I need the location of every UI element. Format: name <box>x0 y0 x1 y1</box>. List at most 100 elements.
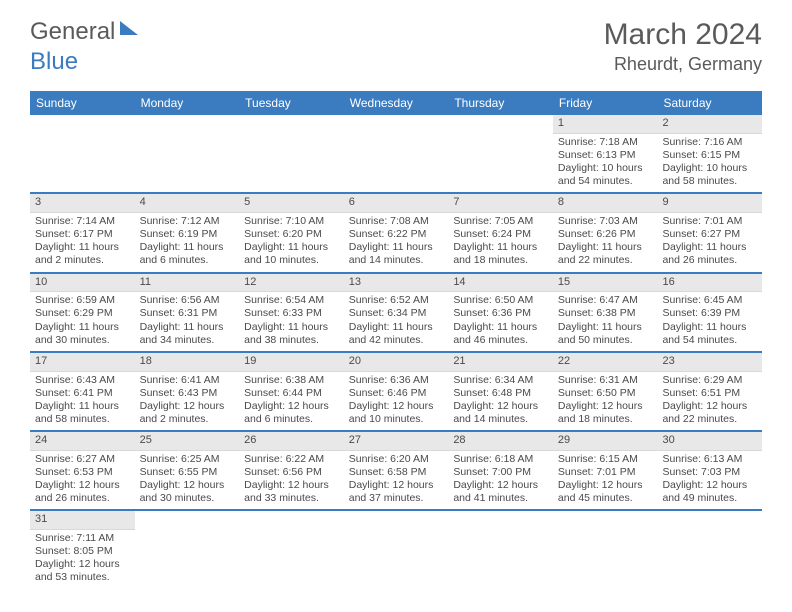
calendar-cell: 2Sunrise: 7:16 AMSunset: 6:15 PMDaylight… <box>657 115 762 192</box>
cell-content: Sunrise: 6:43 AMSunset: 6:41 PMDaylight:… <box>30 372 135 431</box>
sunrise-text: Sunrise: 6:41 AM <box>140 374 235 387</box>
calendar-cell-empty <box>344 115 449 192</box>
cell-content: Sunrise: 6:47 AMSunset: 6:38 PMDaylight:… <box>553 292 658 351</box>
sunset-text: Sunset: 6:36 PM <box>453 307 548 320</box>
day-header-monday: Monday <box>135 91 240 115</box>
calendar-cell: 24Sunrise: 6:27 AMSunset: 6:53 PMDayligh… <box>30 432 135 509</box>
day-header-wednesday: Wednesday <box>344 91 449 115</box>
day-number: 5 <box>239 194 344 213</box>
day-number: 12 <box>239 274 344 293</box>
sunrise-text: Sunrise: 6:47 AM <box>558 294 653 307</box>
sunrise-text: Sunrise: 6:50 AM <box>453 294 548 307</box>
calendar-cell: 22Sunrise: 6:31 AMSunset: 6:50 PMDayligh… <box>553 353 658 430</box>
daylight-text: Daylight: 12 hours and 18 minutes. <box>558 400 653 426</box>
day-number: 28 <box>448 432 553 451</box>
sunset-text: Sunset: 6:27 PM <box>662 228 757 241</box>
sunset-text: Sunset: 6:33 PM <box>244 307 339 320</box>
daylight-text: Daylight: 11 hours and 38 minutes. <box>244 321 339 347</box>
calendar-cell: 27Sunrise: 6:20 AMSunset: 6:58 PMDayligh… <box>344 432 449 509</box>
day-number: 24 <box>30 432 135 451</box>
sunrise-text: Sunrise: 6:20 AM <box>349 453 444 466</box>
daylight-text: Daylight: 11 hours and 14 minutes. <box>349 241 444 267</box>
sunrise-text: Sunrise: 7:08 AM <box>349 215 444 228</box>
sunset-text: Sunset: 6:39 PM <box>662 307 757 320</box>
sunset-text: Sunset: 6:34 PM <box>349 307 444 320</box>
day-number: 8 <box>553 194 658 213</box>
day-header-tuesday: Tuesday <box>239 91 344 115</box>
sunset-text: Sunset: 7:01 PM <box>558 466 653 479</box>
sunrise-text: Sunrise: 6:29 AM <box>662 374 757 387</box>
sunset-text: Sunset: 6:55 PM <box>140 466 235 479</box>
cell-content: Sunrise: 6:22 AMSunset: 6:56 PMDaylight:… <box>239 451 344 510</box>
day-header-sunday: Sunday <box>30 91 135 115</box>
sunset-text: Sunset: 6:50 PM <box>558 387 653 400</box>
sunset-text: Sunset: 7:03 PM <box>662 466 757 479</box>
day-number: 10 <box>30 274 135 293</box>
daylight-text: Daylight: 12 hours and 41 minutes. <box>453 479 548 505</box>
calendar-cell-empty <box>239 115 344 192</box>
day-number: 25 <box>135 432 240 451</box>
daylight-text: Daylight: 12 hours and 14 minutes. <box>453 400 548 426</box>
day-number: 3 <box>30 194 135 213</box>
sunset-text: Sunset: 6:26 PM <box>558 228 653 241</box>
cell-content: Sunrise: 6:34 AMSunset: 6:48 PMDaylight:… <box>448 372 553 431</box>
calendar-cell-empty <box>553 511 658 588</box>
sunset-text: Sunset: 6:17 PM <box>35 228 130 241</box>
day-number: 23 <box>657 353 762 372</box>
sunset-text: Sunset: 6:51 PM <box>662 387 757 400</box>
calendar-cell-empty <box>657 511 762 588</box>
daylight-text: Daylight: 12 hours and 37 minutes. <box>349 479 444 505</box>
cell-content: Sunrise: 7:11 AMSunset: 8:05 PMDaylight:… <box>30 530 135 589</box>
sunset-text: Sunset: 6:44 PM <box>244 387 339 400</box>
sunset-text: Sunset: 6:56 PM <box>244 466 339 479</box>
day-number: 15 <box>553 274 658 293</box>
daylight-text: Daylight: 11 hours and 50 minutes. <box>558 321 653 347</box>
daylight-text: Daylight: 12 hours and 30 minutes. <box>140 479 235 505</box>
sunrise-text: Sunrise: 7:10 AM <box>244 215 339 228</box>
day-number: 1 <box>553 115 658 134</box>
week-row: 10Sunrise: 6:59 AMSunset: 6:29 PMDayligh… <box>30 274 762 353</box>
calendar-cell: 26Sunrise: 6:22 AMSunset: 6:56 PMDayligh… <box>239 432 344 509</box>
daylight-text: Daylight: 12 hours and 45 minutes. <box>558 479 653 505</box>
day-number: 13 <box>344 274 449 293</box>
calendar-cell: 31Sunrise: 7:11 AMSunset: 8:05 PMDayligh… <box>30 511 135 588</box>
cell-content: Sunrise: 6:56 AMSunset: 6:31 PMDaylight:… <box>135 292 240 351</box>
calendar-cell: 18Sunrise: 6:41 AMSunset: 6:43 PMDayligh… <box>135 353 240 430</box>
cell-content: Sunrise: 6:45 AMSunset: 6:39 PMDaylight:… <box>657 292 762 351</box>
sunset-text: Sunset: 6:38 PM <box>558 307 653 320</box>
logo-text-1: General <box>30 18 115 46</box>
day-number: 26 <box>239 432 344 451</box>
header: General March 2024 Rheurdt, Germany <box>0 0 792 83</box>
daylight-text: Daylight: 11 hours and 34 minutes. <box>140 321 235 347</box>
daylight-text: Daylight: 12 hours and 10 minutes. <box>349 400 444 426</box>
week-row: 24Sunrise: 6:27 AMSunset: 6:53 PMDayligh… <box>30 432 762 511</box>
sunset-text: Sunset: 6:24 PM <box>453 228 548 241</box>
cell-content: Sunrise: 6:50 AMSunset: 6:36 PMDaylight:… <box>448 292 553 351</box>
day-number: 9 <box>657 194 762 213</box>
cell-content: Sunrise: 6:54 AMSunset: 6:33 PMDaylight:… <box>239 292 344 351</box>
sunrise-text: Sunrise: 6:52 AM <box>349 294 444 307</box>
calendar-cell: 29Sunrise: 6:15 AMSunset: 7:01 PMDayligh… <box>553 432 658 509</box>
calendar-cell: 20Sunrise: 6:36 AMSunset: 6:46 PMDayligh… <box>344 353 449 430</box>
day-number: 19 <box>239 353 344 372</box>
day-number: 20 <box>344 353 449 372</box>
sunrise-text: Sunrise: 6:25 AM <box>140 453 235 466</box>
cell-content: Sunrise: 6:25 AMSunset: 6:55 PMDaylight:… <box>135 451 240 510</box>
cell-content: Sunrise: 7:08 AMSunset: 6:22 PMDaylight:… <box>344 213 449 272</box>
sunset-text: Sunset: 6:20 PM <box>244 228 339 241</box>
daylight-text: Daylight: 11 hours and 6 minutes. <box>140 241 235 267</box>
day-number: 14 <box>448 274 553 293</box>
sunrise-text: Sunrise: 7:03 AM <box>558 215 653 228</box>
sunrise-text: Sunrise: 6:36 AM <box>349 374 444 387</box>
day-number: 21 <box>448 353 553 372</box>
cell-content: Sunrise: 6:13 AMSunset: 7:03 PMDaylight:… <box>657 451 762 510</box>
calendar-cell-empty <box>30 115 135 192</box>
calendar-cell: 28Sunrise: 6:18 AMSunset: 7:00 PMDayligh… <box>448 432 553 509</box>
daylight-text: Daylight: 12 hours and 22 minutes. <box>662 400 757 426</box>
sunrise-text: Sunrise: 6:18 AM <box>453 453 548 466</box>
cell-content: Sunrise: 6:20 AMSunset: 6:58 PMDaylight:… <box>344 451 449 510</box>
cell-content: Sunrise: 6:41 AMSunset: 6:43 PMDaylight:… <box>135 372 240 431</box>
cell-content: Sunrise: 6:18 AMSunset: 7:00 PMDaylight:… <box>448 451 553 510</box>
sunrise-text: Sunrise: 7:16 AM <box>662 136 757 149</box>
sunrise-text: Sunrise: 7:12 AM <box>140 215 235 228</box>
